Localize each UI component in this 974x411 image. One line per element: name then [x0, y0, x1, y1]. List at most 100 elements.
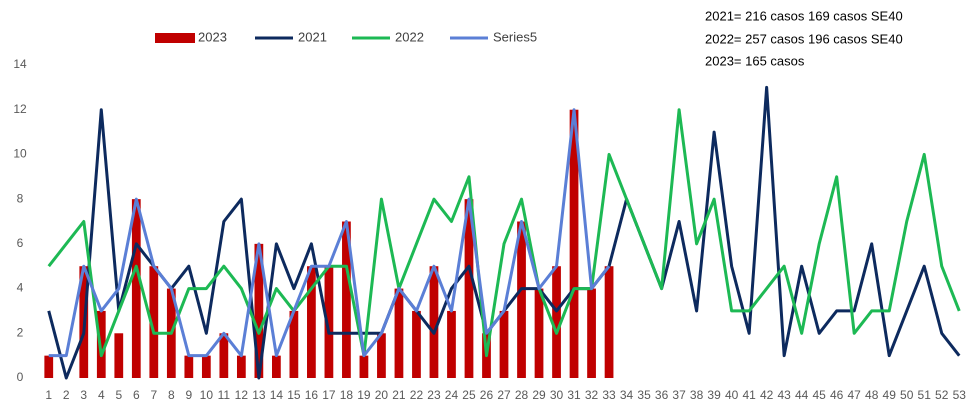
bar	[517, 221, 526, 378]
line	[48, 108, 611, 358]
bar	[149, 266, 159, 378]
x-tick-label: 35	[637, 388, 651, 402]
x-tick-label: 11	[218, 388, 231, 402]
x-tick-label: 23	[427, 388, 441, 402]
x-tick-label: 18	[340, 388, 354, 402]
x-tick-label: 34	[620, 388, 634, 402]
x-tick-label: 44	[795, 388, 809, 402]
x-tick-label: 40	[725, 388, 739, 402]
x-tick-label: 3	[80, 388, 87, 402]
x-tick-label: 26	[480, 388, 494, 402]
bar	[342, 221, 351, 378]
bar	[447, 310, 456, 378]
x-tick-label: 19	[357, 388, 371, 402]
x-tick-label: 28	[515, 388, 529, 402]
x-tick-label: 32	[585, 388, 599, 402]
bar	[289, 310, 299, 378]
bar	[131, 199, 141, 378]
y-tick-label: 2	[17, 325, 24, 339]
x-tick-label: 53	[953, 388, 967, 402]
bar	[552, 266, 561, 378]
x-tick-label: 37	[672, 388, 686, 402]
x-tick-label: 6	[133, 388, 140, 402]
bar	[394, 288, 404, 378]
x-tick-label: 50	[900, 388, 914, 402]
bar	[569, 109, 579, 378]
x-tick-label: 13	[252, 388, 266, 402]
bar	[201, 355, 211, 378]
y-tick-label: 4	[17, 281, 24, 295]
bar	[359, 355, 369, 378]
x-tick-label: 10	[200, 388, 214, 402]
legend-label: 2023	[198, 29, 227, 44]
bar	[534, 288, 544, 378]
y-tick-label: 6	[17, 236, 24, 250]
annotation: 2022= 257 casos 196 casos SE40	[705, 31, 903, 46]
x-tick-label: 51	[918, 388, 932, 402]
x-tick-label: 17	[322, 388, 336, 402]
x-tick-label: 5	[115, 388, 122, 402]
annotation: 2021= 216 casos 169 casos SE40	[705, 8, 903, 23]
legend-label: 2021	[298, 29, 327, 44]
x-tick-label: 21	[392, 388, 406, 402]
y-tick-label: 14	[13, 57, 27, 71]
bar	[377, 333, 386, 378]
legend-label: Series5	[493, 29, 537, 44]
x-tick-label: 7	[150, 388, 157, 402]
x-tick-label: 12	[235, 388, 249, 402]
bar	[219, 333, 229, 378]
x-tick-label: 16	[305, 388, 319, 402]
x-tick-label: 49	[883, 388, 897, 402]
x-tick-label: 41	[742, 388, 756, 402]
y-tick-label: 0	[17, 370, 24, 384]
x-tick-label: 31	[567, 388, 581, 402]
bar	[254, 243, 264, 378]
x-tick-label: 48	[865, 388, 879, 402]
bar	[307, 266, 316, 378]
x-tick-label: 9	[185, 388, 192, 402]
y-tick-label: 8	[17, 191, 24, 205]
x-tick-label: 29	[532, 388, 546, 402]
x-tick-label: 27	[497, 388, 511, 402]
x-tick-label: 45	[812, 388, 826, 402]
legend-label: 2022	[395, 29, 424, 44]
bar	[236, 355, 246, 378]
annotation: 2023= 165 casos	[705, 53, 805, 68]
x-tick-label: 33	[602, 388, 616, 402]
x-tick-label: 24	[445, 388, 459, 402]
bar	[114, 333, 124, 378]
x-tick-label: 20	[375, 388, 389, 402]
bar	[272, 355, 281, 378]
x-tick-label: 4	[98, 388, 105, 402]
bar	[587, 288, 596, 378]
x-tick-label: 8	[168, 388, 175, 402]
x-tick-label: 14	[270, 388, 284, 402]
x-tick-label: 15	[287, 388, 301, 402]
legend-swatch	[155, 33, 195, 43]
x-tick-label: 52	[935, 388, 949, 402]
x-tick-label: 38	[690, 388, 704, 402]
bar	[184, 355, 194, 378]
x-tick-label: 39	[707, 388, 721, 402]
bar	[324, 266, 334, 378]
bar	[429, 266, 439, 378]
x-tick-label: 46	[830, 388, 844, 402]
x-tick-label: 47	[848, 388, 862, 402]
line	[47, 108, 961, 358]
bar	[464, 199, 474, 378]
x-tick-label: 36	[655, 388, 669, 402]
x-tick-label: 43	[777, 388, 791, 402]
x-tick-label: 42	[760, 388, 774, 402]
bar	[604, 266, 614, 378]
y-tick-label: 12	[13, 102, 27, 116]
x-tick-label: 30	[550, 388, 564, 402]
bar	[412, 310, 421, 378]
x-tick-label: 22	[410, 388, 424, 402]
x-tick-label: 1	[45, 388, 52, 402]
bar	[44, 355, 54, 378]
x-tick-label: 25	[462, 388, 476, 402]
y-tick-label: 10	[13, 147, 27, 161]
x-tick-label: 2	[63, 388, 70, 402]
bar	[499, 310, 509, 378]
